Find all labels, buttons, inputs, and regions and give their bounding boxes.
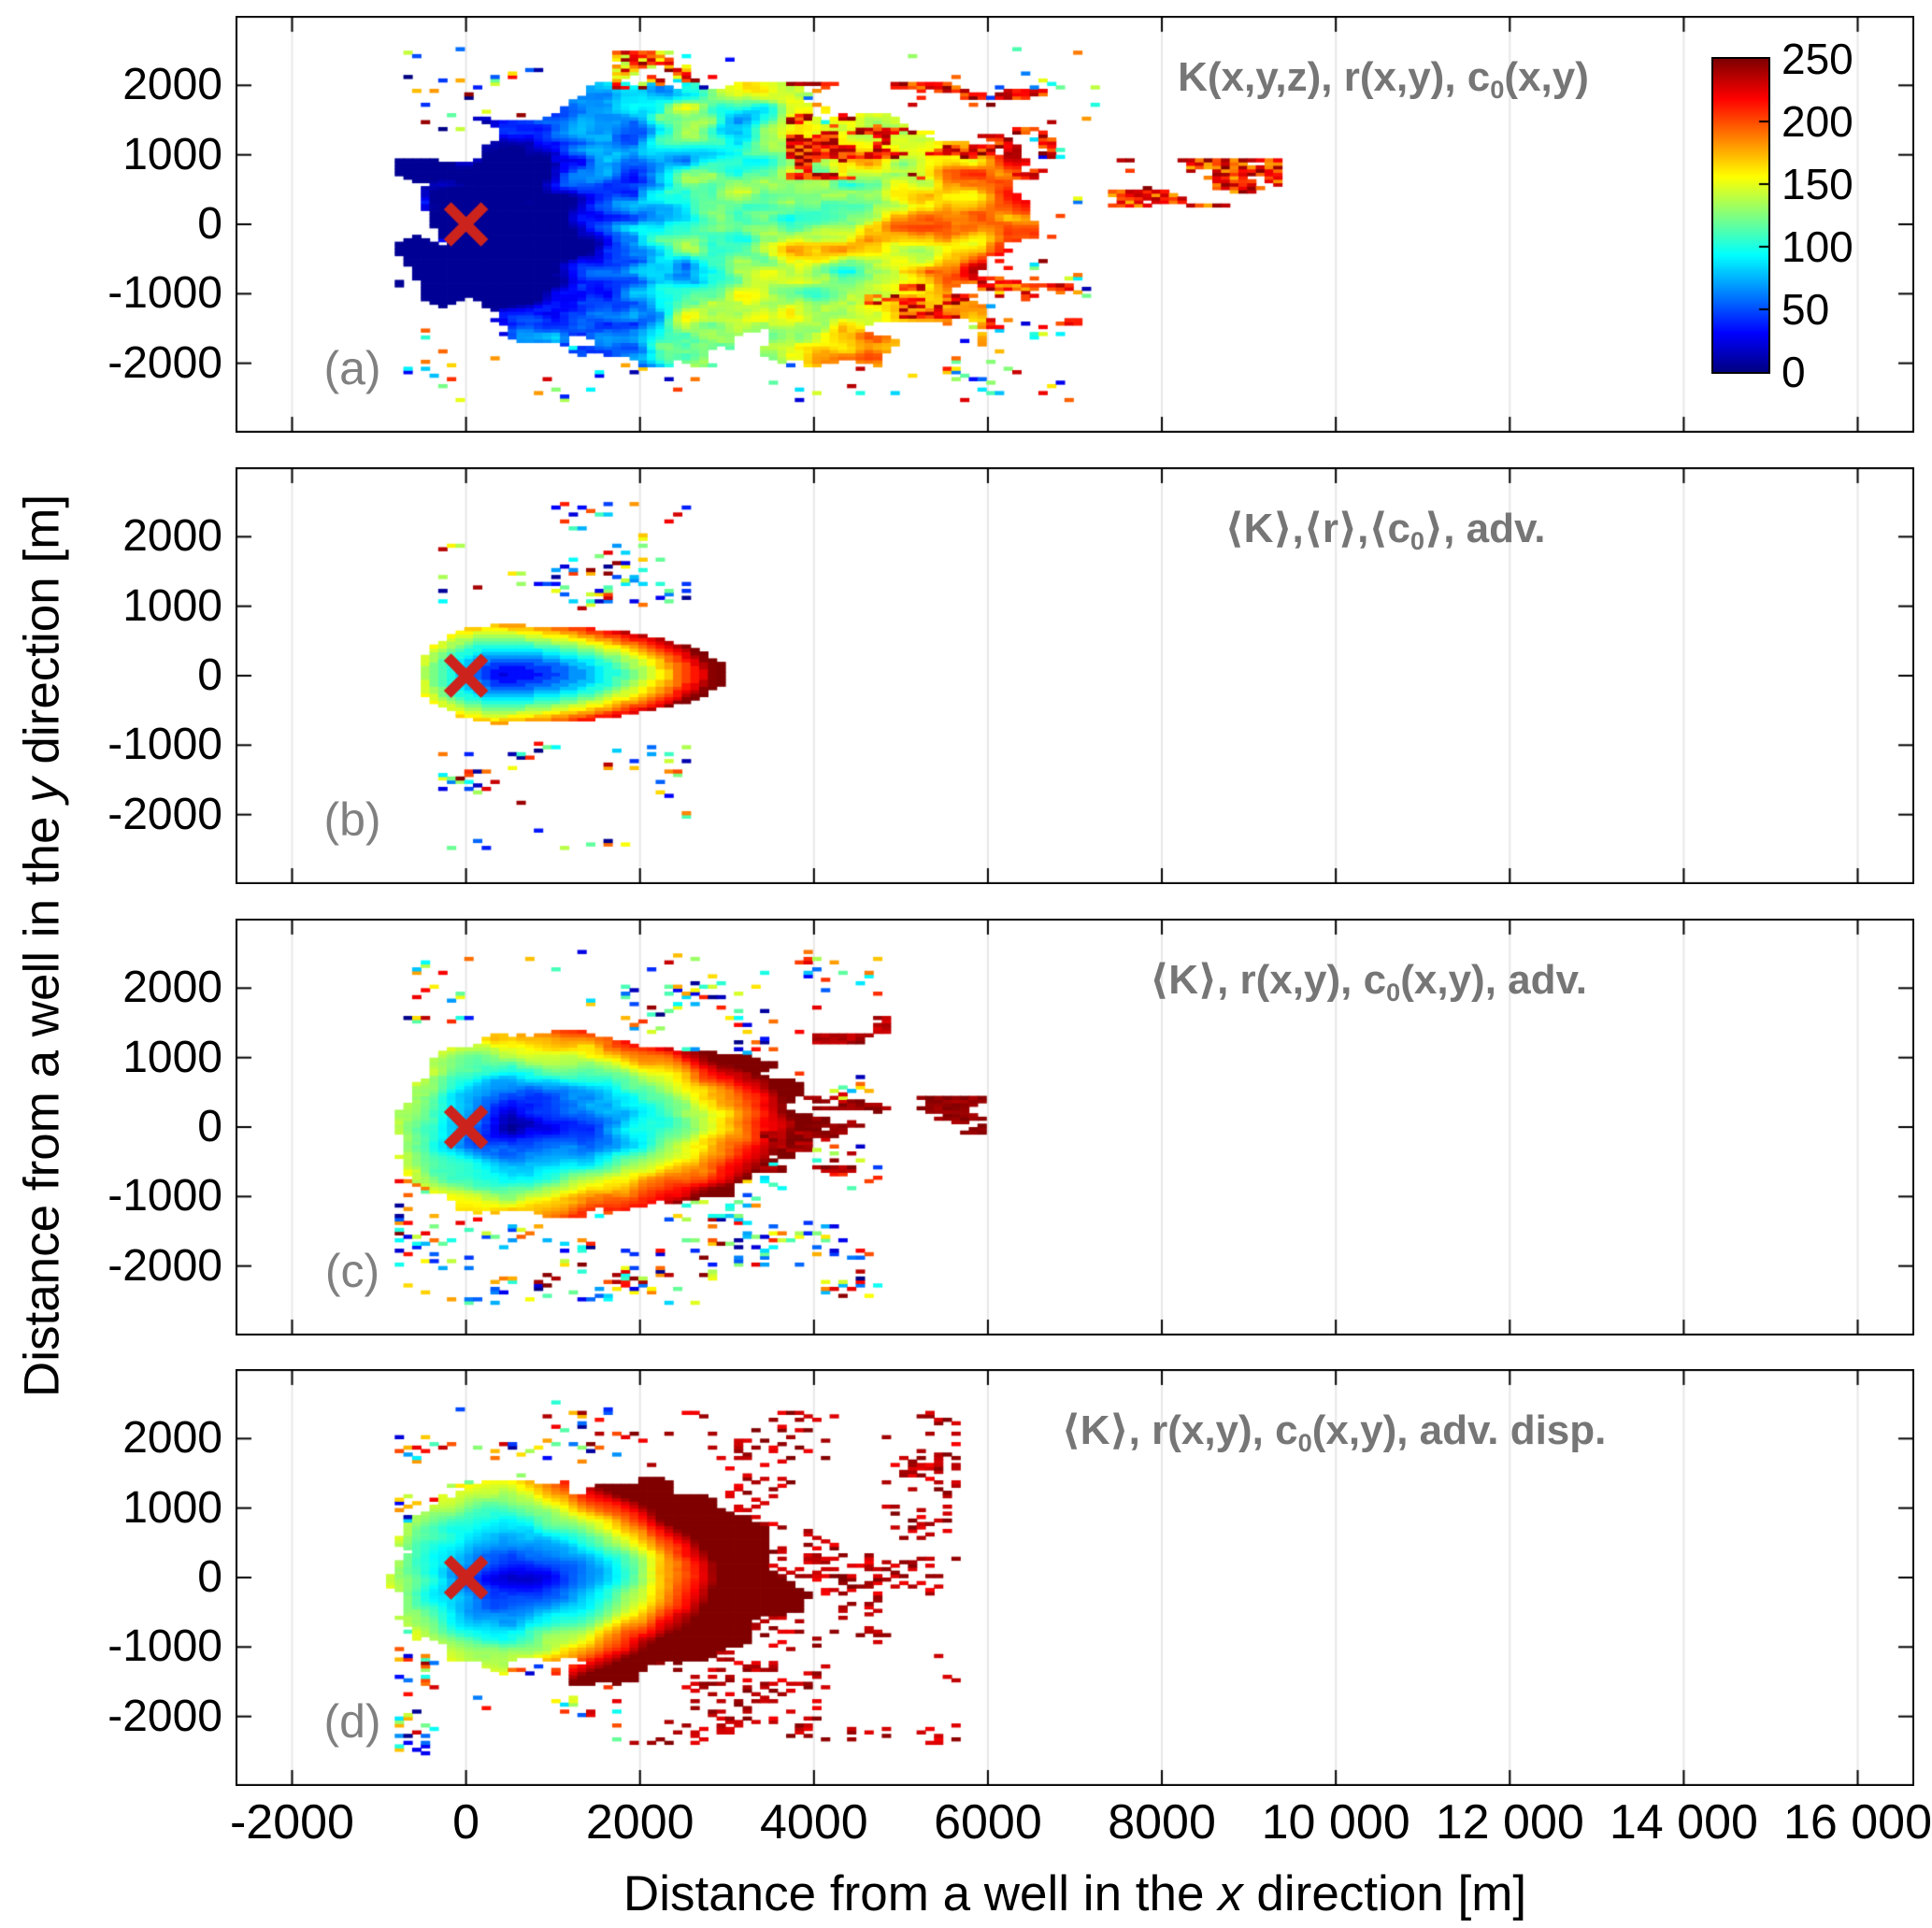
y-tick-label: -2000 (107, 337, 222, 388)
y-tick-label: 0 (197, 1102, 222, 1151)
x-tick-label: 0 (452, 1795, 480, 1849)
colorbar-tick-label: 100 (1782, 222, 1853, 271)
x-tick-label: 12 000 (1435, 1795, 1584, 1849)
x-tick-label: 14 000 (1609, 1795, 1758, 1849)
colorbar-tick-label: 200 (1782, 97, 1853, 146)
panel-a: K(x,y,z), r(x,y), c0(x,y) (a) (236, 16, 1914, 433)
colorbar (1711, 57, 1770, 374)
x-tick-label: 16 000 (1782, 1795, 1932, 1849)
panel-d-letter: (d) (323, 1695, 381, 1748)
x-axis-title: Distance from a well in the x direction … (623, 1866, 1527, 1921)
heatmap-canvas-c (236, 919, 1914, 1335)
colorbar-tick-label: 150 (1782, 160, 1853, 208)
y-tick-label: -1000 (107, 1171, 222, 1221)
y-tick-label: 0 (197, 650, 222, 700)
heatmap-canvas-a (236, 16, 1914, 433)
heatmap-canvas-d (236, 1369, 1914, 1786)
y-tick-label: 1000 (122, 580, 222, 631)
y-tick-label: -1000 (107, 1621, 222, 1672)
y-tick-label: 1000 (122, 129, 222, 179)
y-tick-label: 1000 (122, 1032, 222, 1082)
y-tick-label: -2000 (107, 1240, 222, 1291)
colorbar-tick-label: 250 (1782, 35, 1853, 83)
x-tick-label: -2000 (229, 1795, 354, 1849)
panel-b-letter: (b) (323, 793, 381, 846)
y-tick-label: 1000 (122, 1482, 222, 1533)
panel-d: ⟨K⟩, r(x,y), c0(x,y), adv. disp. (d) (236, 1369, 1914, 1786)
x-tick-label: 4000 (759, 1795, 868, 1849)
x-tick-label: 10 000 (1261, 1795, 1410, 1849)
panel-c: ⟨K⟩, r(x,y), c0(x,y), adv. (c) (236, 919, 1914, 1335)
y-tick-label: -1000 (107, 268, 222, 319)
colorbar-gradient (1713, 59, 1768, 372)
y-tick-label: 2000 (122, 963, 222, 1013)
y-tick-label: -2000 (107, 1691, 222, 1741)
y-tick-label: -2000 (107, 789, 222, 839)
x-tick-label: 2000 (585, 1795, 694, 1849)
y-tick-label: 0 (197, 199, 222, 249)
panel-d-title: ⟨K⟩, r(x,y), c0(x,y), adv. disp. (1061, 1407, 1607, 1458)
y-tick-label: 2000 (122, 1413, 222, 1464)
x-tick-label: 8000 (1108, 1795, 1216, 1849)
panel-c-letter: (c) (324, 1245, 380, 1297)
y-axis-title: Distance from a well in the y direction … (14, 493, 70, 1398)
panel-a-letter: (a) (323, 342, 381, 394)
y-tick-label: 2000 (122, 511, 222, 562)
panel-c-title: ⟨K⟩, r(x,y), c0(x,y), adv. (1150, 957, 1587, 1007)
colorbar-tick-label: 50 (1782, 285, 1830, 334)
y-tick-label: -1000 (107, 720, 222, 770)
panel-b-title: ⟨K⟩,⟨r⟩,⟨c0⟩, adv. (1224, 506, 1546, 556)
y-tick-label: 0 (197, 1552, 222, 1602)
colorbar-tick-label: 0 (1782, 348, 1806, 396)
y-tick-label: 2000 (122, 60, 222, 110)
panel-a-title: K(x,y,z), r(x,y), c0(x,y) (1178, 54, 1589, 105)
panel-b: ⟨K⟩,⟨r⟩,⟨c0⟩, adv. (b) (236, 467, 1914, 884)
x-tick-label: 6000 (934, 1795, 1042, 1849)
heatmap-canvas-b (236, 467, 1914, 884)
